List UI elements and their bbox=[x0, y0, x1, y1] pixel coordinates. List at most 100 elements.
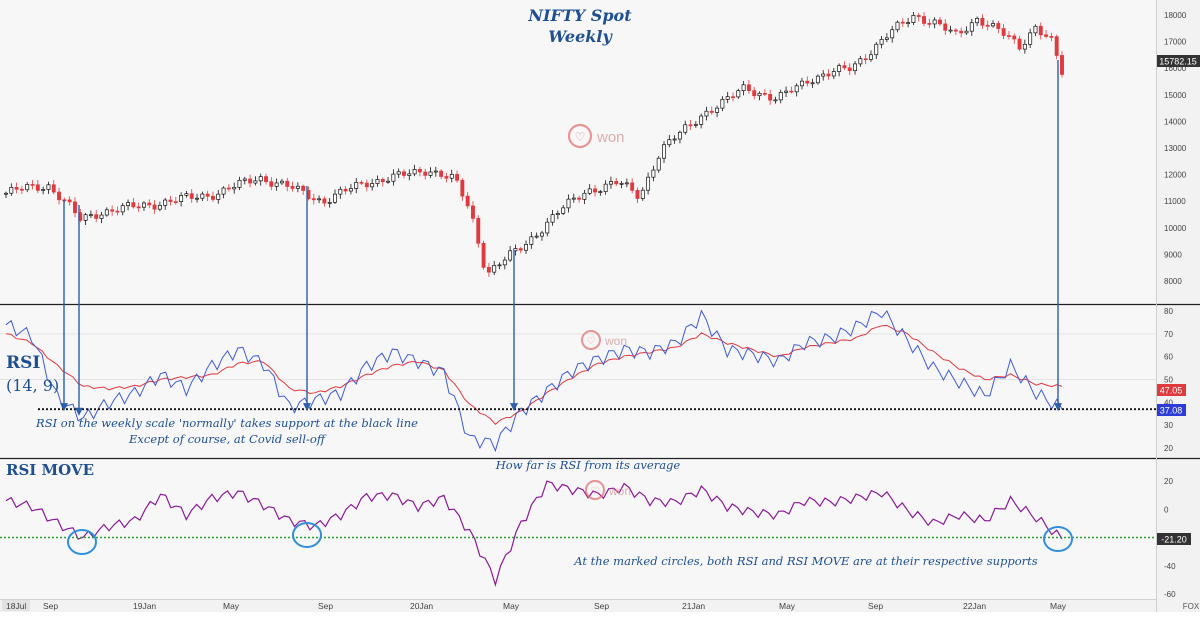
currency-label: FOX bbox=[1183, 602, 1200, 611]
time-tick-label: Sep bbox=[868, 601, 883, 611]
candle bbox=[253, 176, 258, 186]
watermark-text: won bbox=[596, 129, 625, 146]
candle-body bbox=[269, 181, 274, 187]
candle bbox=[232, 182, 237, 194]
candle bbox=[200, 191, 205, 202]
candle-body bbox=[922, 16, 926, 24]
candle bbox=[73, 197, 77, 218]
candle-body bbox=[593, 188, 597, 193]
candle bbox=[195, 193, 199, 203]
candle bbox=[959, 27, 964, 38]
candle-body bbox=[386, 180, 391, 183]
candle-body bbox=[359, 181, 364, 184]
candle-body bbox=[333, 193, 337, 203]
candle bbox=[932, 17, 937, 29]
price-axis: 18000 17000 16000 15000 14000 13000 12000 11000… bbox=[1164, 11, 1187, 286]
candle bbox=[577, 195, 582, 203]
time-tick-bg bbox=[2, 600, 30, 611]
candle bbox=[1006, 30, 1011, 40]
time-tick: May bbox=[779, 601, 796, 611]
rsi-move-line bbox=[5, 480, 1063, 587]
time-tick: Sep bbox=[43, 601, 58, 611]
candle-body bbox=[142, 202, 146, 208]
rsi-tick-label: 80 bbox=[1164, 307, 1173, 316]
candle-body bbox=[969, 22, 974, 32]
candle bbox=[720, 96, 725, 112]
candle-body bbox=[603, 183, 608, 192]
arrow-head bbox=[1054, 403, 1062, 412]
candle-body bbox=[327, 201, 332, 204]
candle bbox=[67, 196, 72, 206]
candle bbox=[540, 230, 544, 241]
candle bbox=[1038, 22, 1043, 40]
candle bbox=[417, 166, 422, 177]
candle-body bbox=[497, 264, 502, 267]
candle bbox=[481, 240, 486, 270]
candle bbox=[794, 83, 799, 97]
candle-body bbox=[975, 17, 980, 24]
candle-body bbox=[911, 15, 916, 23]
time-tick: May bbox=[1050, 601, 1067, 611]
candle bbox=[248, 174, 253, 188]
candle bbox=[25, 182, 30, 193]
candle bbox=[704, 106, 709, 121]
rsi-panel-bg bbox=[0, 305, 1156, 458]
candle bbox=[343, 186, 348, 195]
candle bbox=[412, 164, 417, 177]
candle-body bbox=[566, 198, 571, 209]
candle bbox=[147, 199, 152, 209]
candle bbox=[51, 180, 56, 195]
candle bbox=[131, 197, 136, 209]
candle bbox=[242, 176, 247, 185]
candle-body bbox=[582, 192, 587, 200]
candle-body bbox=[51, 184, 56, 193]
candle-body bbox=[412, 168, 417, 175]
candle bbox=[826, 69, 831, 80]
candle bbox=[407, 169, 412, 181]
candle bbox=[582, 189, 587, 205]
watermark-heart-icon bbox=[585, 480, 605, 500]
candle-body bbox=[746, 84, 751, 91]
candle-body bbox=[715, 107, 720, 113]
candle bbox=[699, 113, 704, 129]
candle bbox=[295, 182, 300, 193]
candle-body bbox=[704, 110, 709, 117]
candle-body bbox=[731, 96, 735, 99]
candle-body bbox=[492, 265, 497, 273]
candle-body bbox=[1017, 38, 1022, 50]
candle-body bbox=[985, 24, 990, 27]
support-circles bbox=[67, 522, 1073, 555]
candle bbox=[455, 170, 460, 183]
candle bbox=[911, 11, 916, 26]
candle-body bbox=[343, 188, 348, 192]
candle-body bbox=[991, 23, 995, 27]
candle-body bbox=[1044, 34, 1049, 37]
candle-body bbox=[688, 124, 693, 127]
candle-body bbox=[126, 202, 131, 206]
candle bbox=[534, 232, 539, 239]
candle bbox=[603, 180, 608, 195]
candle-body bbox=[826, 73, 831, 77]
candle bbox=[317, 195, 322, 204]
candle bbox=[656, 156, 661, 173]
candle bbox=[635, 187, 640, 204]
candle-body bbox=[789, 90, 794, 93]
move-panel-subtitle: How far is RSI from its average bbox=[495, 458, 681, 472]
candle bbox=[433, 166, 438, 177]
candle-body bbox=[104, 209, 109, 216]
arrow-head bbox=[60, 403, 68, 412]
last-price-badge: 15782.15 bbox=[1157, 55, 1200, 67]
candle-body bbox=[709, 110, 714, 113]
candle-body bbox=[837, 65, 842, 72]
candle bbox=[380, 177, 385, 187]
candle bbox=[677, 130, 682, 144]
candle bbox=[285, 177, 290, 192]
candle bbox=[709, 106, 714, 115]
candle bbox=[943, 19, 948, 36]
candle bbox=[975, 16, 980, 27]
move-value: -21.20 bbox=[1161, 535, 1187, 545]
candle-body bbox=[555, 213, 560, 215]
candle-body bbox=[94, 214, 99, 219]
candle bbox=[646, 172, 651, 195]
candle-body bbox=[439, 170, 444, 177]
